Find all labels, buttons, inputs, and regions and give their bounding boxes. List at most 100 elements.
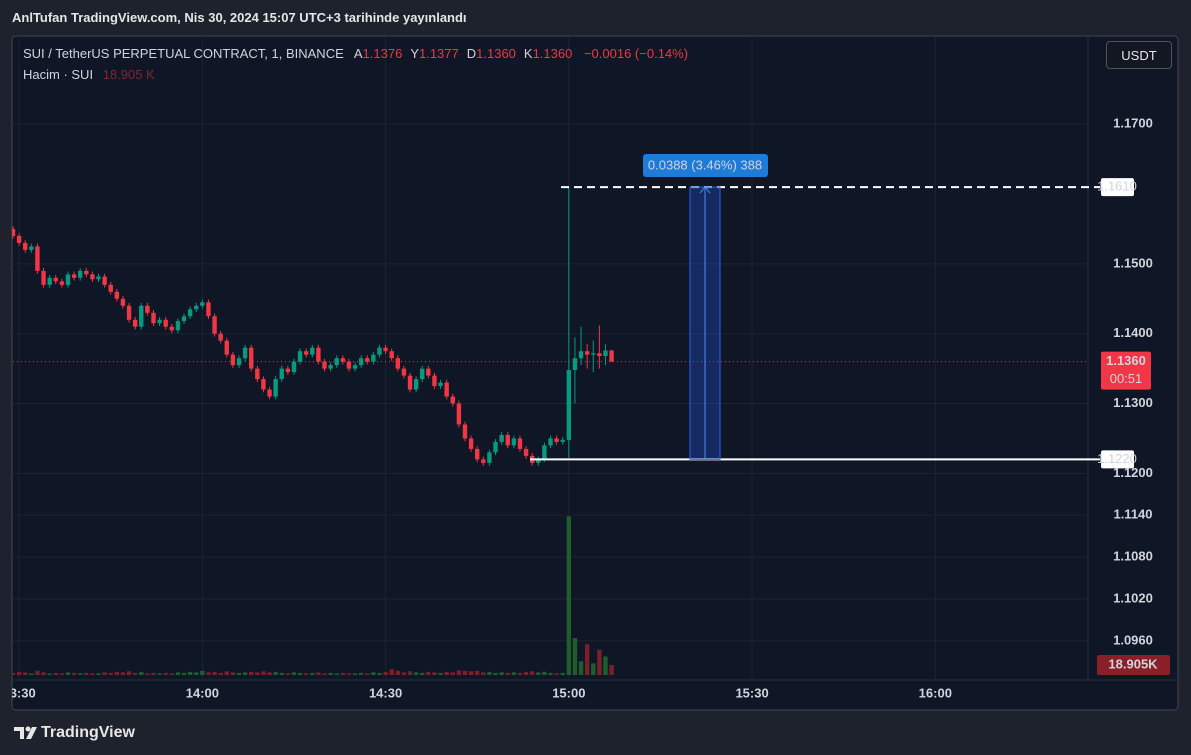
candle-body xyxy=(352,365,358,369)
candle-body xyxy=(505,434,510,446)
volume-bar xyxy=(523,671,529,675)
candle-body xyxy=(163,319,168,327)
candle-body xyxy=(413,379,419,390)
candle-body xyxy=(493,441,498,453)
x-tick-label: 16:00 xyxy=(919,685,952,700)
volume-bar xyxy=(114,671,120,675)
candle-body xyxy=(194,305,199,310)
volume-bar xyxy=(609,664,614,675)
volume-bar xyxy=(132,672,138,675)
volume-bar xyxy=(352,673,358,675)
volume-bar xyxy=(560,672,565,675)
volume-bar xyxy=(303,673,309,675)
candle-body xyxy=(450,396,455,404)
candle-body xyxy=(499,434,504,442)
last-price-label: 1.1360 xyxy=(1106,353,1146,368)
candle-body xyxy=(157,319,162,324)
volume-bar xyxy=(163,672,168,675)
candle-body xyxy=(151,312,156,324)
volume-bar xyxy=(16,671,22,675)
ohlc-label: D xyxy=(466,46,477,61)
candle-body xyxy=(597,353,602,357)
candle-body xyxy=(139,305,144,327)
volume-bar xyxy=(328,672,333,675)
candle-body xyxy=(230,354,236,366)
candle-body xyxy=(407,375,413,390)
candle-body xyxy=(438,382,443,387)
candle-body xyxy=(578,351,584,359)
volume-bar xyxy=(395,670,401,675)
volume-bar xyxy=(261,671,266,675)
volume-bar xyxy=(505,672,510,675)
candle-body xyxy=(346,361,352,369)
chart-pane xyxy=(11,35,1179,711)
candle-body xyxy=(310,347,315,355)
volume-bar xyxy=(401,672,407,675)
volume-bar xyxy=(468,671,474,675)
volume-bar xyxy=(35,670,40,675)
volume-bar xyxy=(145,673,150,675)
volume-bar xyxy=(365,673,370,675)
volume-bar xyxy=(432,672,437,675)
candle-body xyxy=(41,270,46,285)
x-tick-label: 15:30 xyxy=(735,685,768,700)
volume-bar xyxy=(84,672,89,675)
candle-body xyxy=(584,351,590,355)
candle-body xyxy=(279,368,284,380)
volume-bar xyxy=(224,671,229,675)
candle-body xyxy=(377,347,382,355)
volume-bar xyxy=(59,673,65,675)
volume-bar xyxy=(450,672,455,675)
candle-body xyxy=(187,309,193,317)
volume-bar xyxy=(267,672,272,675)
candle-body xyxy=(273,379,278,397)
candle-body xyxy=(303,351,309,355)
volume-bar xyxy=(584,644,590,675)
currency-button[interactable]: USDT xyxy=(1106,41,1172,69)
volume-bar xyxy=(316,672,321,675)
volume-bar xyxy=(377,672,382,675)
volume-bar xyxy=(536,672,541,675)
candle-body xyxy=(548,438,553,446)
candle-body xyxy=(383,347,388,352)
change: −0.0016 (−0.14%) xyxy=(583,46,689,61)
low-level-label: 1.1220 xyxy=(1097,451,1137,466)
volume-bar xyxy=(578,661,584,675)
candle-body xyxy=(200,302,205,306)
candle-body xyxy=(108,284,113,292)
volume-bar xyxy=(71,672,77,675)
volume-bar xyxy=(499,672,504,675)
volume-bar xyxy=(41,672,46,675)
volume-bar xyxy=(493,672,498,675)
candle-body xyxy=(511,438,517,446)
volume-bar xyxy=(511,672,517,675)
candle-body xyxy=(114,291,120,299)
candle-body xyxy=(566,370,572,440)
candle-body xyxy=(426,368,431,376)
candle-body xyxy=(267,389,272,397)
volume-bar xyxy=(47,673,52,675)
y-tick-label: 1.1500 xyxy=(1113,255,1153,270)
ohlc-label: Y xyxy=(410,46,419,61)
candle-body xyxy=(365,358,370,362)
volume-legend: Hacim · SUI 18.905 K xyxy=(23,67,155,82)
volume-bar xyxy=(420,672,425,675)
x-tick-label: 13:30 xyxy=(2,685,35,700)
candle-body xyxy=(145,305,150,313)
candle-body xyxy=(132,319,138,327)
candle-body xyxy=(340,358,346,362)
candle-body xyxy=(291,361,297,373)
candle-body xyxy=(102,276,107,285)
volume-bar xyxy=(169,673,175,675)
published-note: AnlTufan TradingView.com, Nis 30, 2024 1… xyxy=(12,10,467,25)
ohlc-label: K xyxy=(523,46,533,61)
candle-body xyxy=(517,438,523,449)
volume-bar xyxy=(529,671,535,675)
measure-label: 0.0388 (3.46%) 388 xyxy=(648,157,762,172)
candle-body xyxy=(432,375,437,387)
candle-body xyxy=(47,277,52,285)
candle-body xyxy=(206,302,211,317)
candle-body xyxy=(12,228,16,236)
